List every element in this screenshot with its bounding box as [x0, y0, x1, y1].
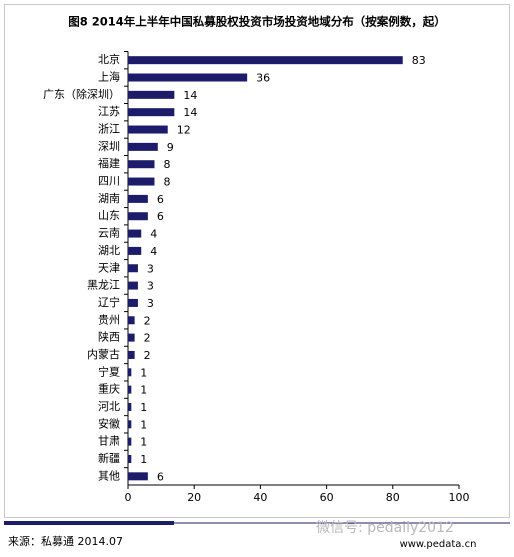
y-tick-label: 上海: [98, 70, 120, 84]
bar: [128, 333, 135, 342]
bar: [128, 316, 135, 325]
data-label: 36: [256, 72, 270, 85]
data-label: 8: [163, 158, 170, 171]
y-tick-label: 湖北: [98, 244, 120, 257]
y-tick-label: 新疆: [98, 451, 120, 465]
bar: [128, 264, 138, 273]
data-label: 1: [140, 366, 147, 379]
y-tick-label: 陕西: [98, 330, 120, 344]
bar: [128, 56, 403, 65]
bar: [128, 402, 132, 411]
bar: [128, 350, 135, 359]
bar: [128, 73, 248, 82]
x-tick-label: 100: [449, 491, 470, 504]
x-tick-label: 0: [125, 491, 132, 504]
data-label: 6: [157, 470, 164, 483]
y-tick-label: 北京: [98, 52, 120, 66]
y-tick-label: 湖南: [98, 192, 120, 205]
data-label: 3: [147, 297, 154, 310]
data-label: 3: [147, 262, 154, 275]
bar: [128, 212, 148, 221]
x-tick-label: 20: [187, 491, 201, 504]
data-label: 14: [183, 106, 197, 119]
data-label: 9: [167, 141, 174, 154]
data-label: 2: [144, 314, 151, 327]
data-label: 2: [144, 349, 151, 362]
y-tick-label: 宁夏: [98, 364, 120, 378]
data-label: 1: [140, 453, 147, 466]
data-label: 4: [150, 228, 157, 241]
data-label: 1: [140, 418, 147, 431]
y-tick-label: 内蒙古: [87, 347, 120, 361]
y-tick-label: 江苏: [98, 105, 120, 118]
y-tick-label: 山东: [98, 209, 120, 222]
bar: [128, 108, 175, 117]
x-tick-label: 60: [320, 491, 334, 504]
y-tick-label: 深圳: [98, 140, 120, 153]
y-tick-label: 四川: [98, 175, 120, 188]
bar: [128, 472, 148, 481]
website: www.pedata.cn: [400, 539, 477, 550]
data-label: 2: [144, 332, 151, 345]
footer-accent: [4, 521, 174, 525]
y-tick-label: 云南: [98, 227, 120, 240]
x-tick-label: 40: [253, 491, 267, 504]
y-tick-label: 福建: [98, 156, 120, 170]
y-tick-label: 安徽: [98, 416, 120, 430]
source-note: 来源：私募通 2014.07: [8, 534, 123, 548]
y-tick-label: 其他: [98, 469, 120, 482]
data-label: 83: [412, 54, 426, 67]
bar: [128, 194, 148, 203]
x-tick-label: 80: [386, 491, 400, 504]
bar: [128, 177, 155, 186]
data-label: 1: [140, 401, 147, 414]
bar: [128, 368, 132, 377]
bar: [128, 437, 132, 446]
data-label: 1: [140, 436, 147, 449]
bar: [128, 229, 142, 238]
data-label: 6: [157, 210, 164, 223]
data-label: 1: [140, 384, 147, 397]
y-tick-label: 贵州: [98, 313, 120, 326]
data-label: 14: [183, 89, 197, 102]
bar: [128, 125, 168, 134]
data-label: 12: [177, 124, 191, 137]
y-tick-label: 天津: [98, 261, 120, 274]
y-tick-label: 甘肃: [98, 435, 120, 448]
chart-title: 图8 2014年上半年中国私募股权投资市场投资地域分布（按案例数，起）: [68, 15, 446, 29]
watermark: 微信号: pedaily2012: [316, 520, 454, 536]
data-label: 8: [163, 176, 170, 189]
bar: [128, 281, 138, 290]
bar: [128, 454, 132, 463]
bar: [128, 420, 132, 429]
data-label: 4: [150, 245, 157, 258]
bar: [128, 385, 132, 394]
data-label: 6: [157, 193, 164, 206]
bar: [128, 160, 155, 169]
y-tick-label: 辽宁: [98, 295, 120, 309]
bar: [128, 298, 138, 307]
bar: [128, 90, 175, 99]
y-tick-label: 黑龙江: [87, 279, 120, 292]
y-tick-label: 重庆: [98, 382, 120, 396]
bar: [128, 142, 158, 151]
chart-frame: [4, 4, 510, 518]
y-tick-label: 浙江: [98, 123, 120, 136]
data-label: 3: [147, 280, 154, 293]
bar: [128, 246, 142, 255]
y-tick-label: 广东（除深圳）: [43, 87, 120, 101]
y-tick-label: 河北: [98, 400, 120, 413]
